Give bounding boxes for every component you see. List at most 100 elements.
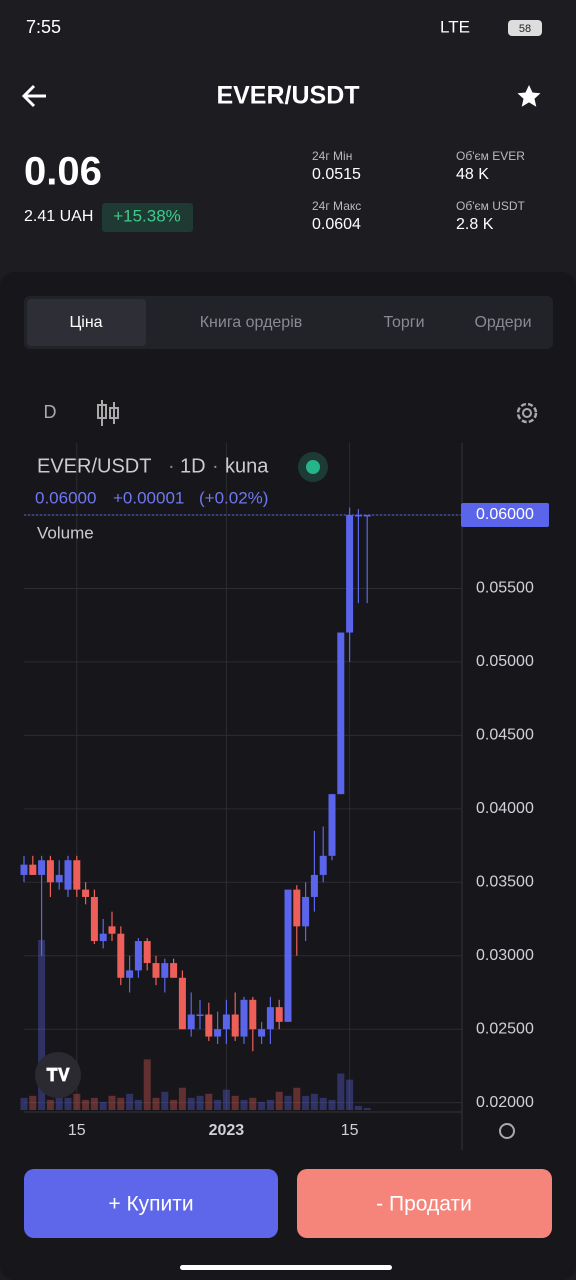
candle-body [319,855,327,875]
price: 0.06 [24,150,102,194]
legend-symbol: EVER/USDT [37,455,151,477]
chart-type-button[interactable] [97,400,119,426]
candle-body [222,1014,230,1030]
y-tick-label: 0.03000 [476,947,534,964]
volume-bar [82,1099,90,1110]
volume-bar [38,940,46,1110]
candle-body [73,860,81,890]
volume-bar [29,1095,37,1110]
stat-label: 24г Макс [312,199,361,213]
stat-label: 24г Мін [312,149,352,163]
x-tick-label: 15 [68,1122,86,1139]
volume-bar [337,1073,345,1110]
candle-body [328,794,336,856]
y-tick-label: 0.02500 [476,1020,534,1037]
candle-body [108,926,116,934]
battery-level: 58 [519,23,531,35]
home-indicator [180,1265,392,1270]
candle-body [170,963,178,978]
volume-bar [73,1093,81,1110]
candle-body [231,1014,239,1037]
volume-bar [310,1093,318,1110]
candle-body [90,896,98,942]
candle-body [55,874,63,883]
volume-bar [187,1097,195,1110]
interval-button[interactable]: D [44,402,57,422]
x-tick-label: 15 [341,1122,359,1139]
fiat-price: 2.41 UAH [24,208,93,225]
logo-mark: 𝐓𝐕 [46,1065,71,1085]
volume-bar [222,1089,230,1110]
y-tick-label: 0.05000 [476,653,534,670]
tab[interactable]: Книга ордерів [200,314,303,331]
candle-body [284,889,292,1022]
pair-title: EVER/USDT [216,82,359,110]
settings-button[interactable] [516,402,538,424]
stat-value: 2.8 K [456,216,494,233]
candle-body [20,864,28,875]
volume-bar [90,1097,98,1110]
volume-bar [319,1097,327,1110]
stat-label: Об'єм USDT [456,199,526,213]
volume-bar [143,1059,151,1110]
legend-change-pct: (+0.02%) [199,488,268,507]
candle-body [152,963,160,978]
candle-body [46,860,54,883]
volume-bar [117,1097,125,1110]
volume-bar [161,1091,169,1110]
volume-bar [266,1099,274,1110]
stat-label: Об'єм EVER [456,149,525,163]
last-price-box [461,502,549,527]
tab[interactable]: Ціна [69,314,102,331]
back-button[interactable] [21,84,46,108]
candle-body [161,963,169,978]
favorite-button[interactable] [517,85,541,107]
volume-bar [240,1099,248,1110]
candle-body [117,933,125,978]
change-badge [102,203,193,232]
buy-button[interactable] [24,1169,278,1238]
tab-selected [27,299,146,346]
volume-bar [126,1093,134,1110]
status-time: 7:55 [26,17,61,37]
volume-bar [293,1087,301,1110]
volume-bar [55,1095,63,1110]
last-price-label: 0.06000 [476,506,534,523]
tab[interactable]: Торги [383,314,424,331]
settings-icon [522,408,532,418]
candle-body [82,889,90,897]
candle-body [178,977,186,1030]
volume-bar [363,1107,371,1110]
candle-body [258,1029,266,1037]
volume-bar [205,1093,213,1110]
legend-change: +0.00001 [113,488,184,507]
volume-bar [152,1097,160,1110]
candle-body [363,514,371,517]
tab[interactable]: Ордери [474,314,531,331]
tabs [24,296,553,349]
candle-body [187,1014,195,1030]
candle-body [38,860,46,875]
stat-value: 48 K [456,166,489,183]
volume-bar [64,1097,72,1110]
volume-bar [328,1099,336,1110]
change: +15.38% [113,206,181,225]
stat-value: 0.0515 [312,166,361,183]
sell-button[interactable] [297,1169,552,1238]
candle-body [29,864,37,875]
candle-body [214,1029,222,1037]
volume-bar [231,1095,239,1110]
volume-bar [99,1101,107,1110]
tradingview-logo[interactable] [35,1052,81,1098]
candle-body [346,514,354,633]
volume-bar [258,1101,266,1110]
candle-body [275,1007,283,1022]
y-tick-label: 0.03500 [476,873,534,890]
candle-body [205,1014,213,1037]
volume-bar [108,1095,116,1110]
battery [508,20,542,36]
volume-bar [170,1099,178,1110]
axis-settings[interactable] [499,1123,515,1139]
candle-body [337,632,345,795]
